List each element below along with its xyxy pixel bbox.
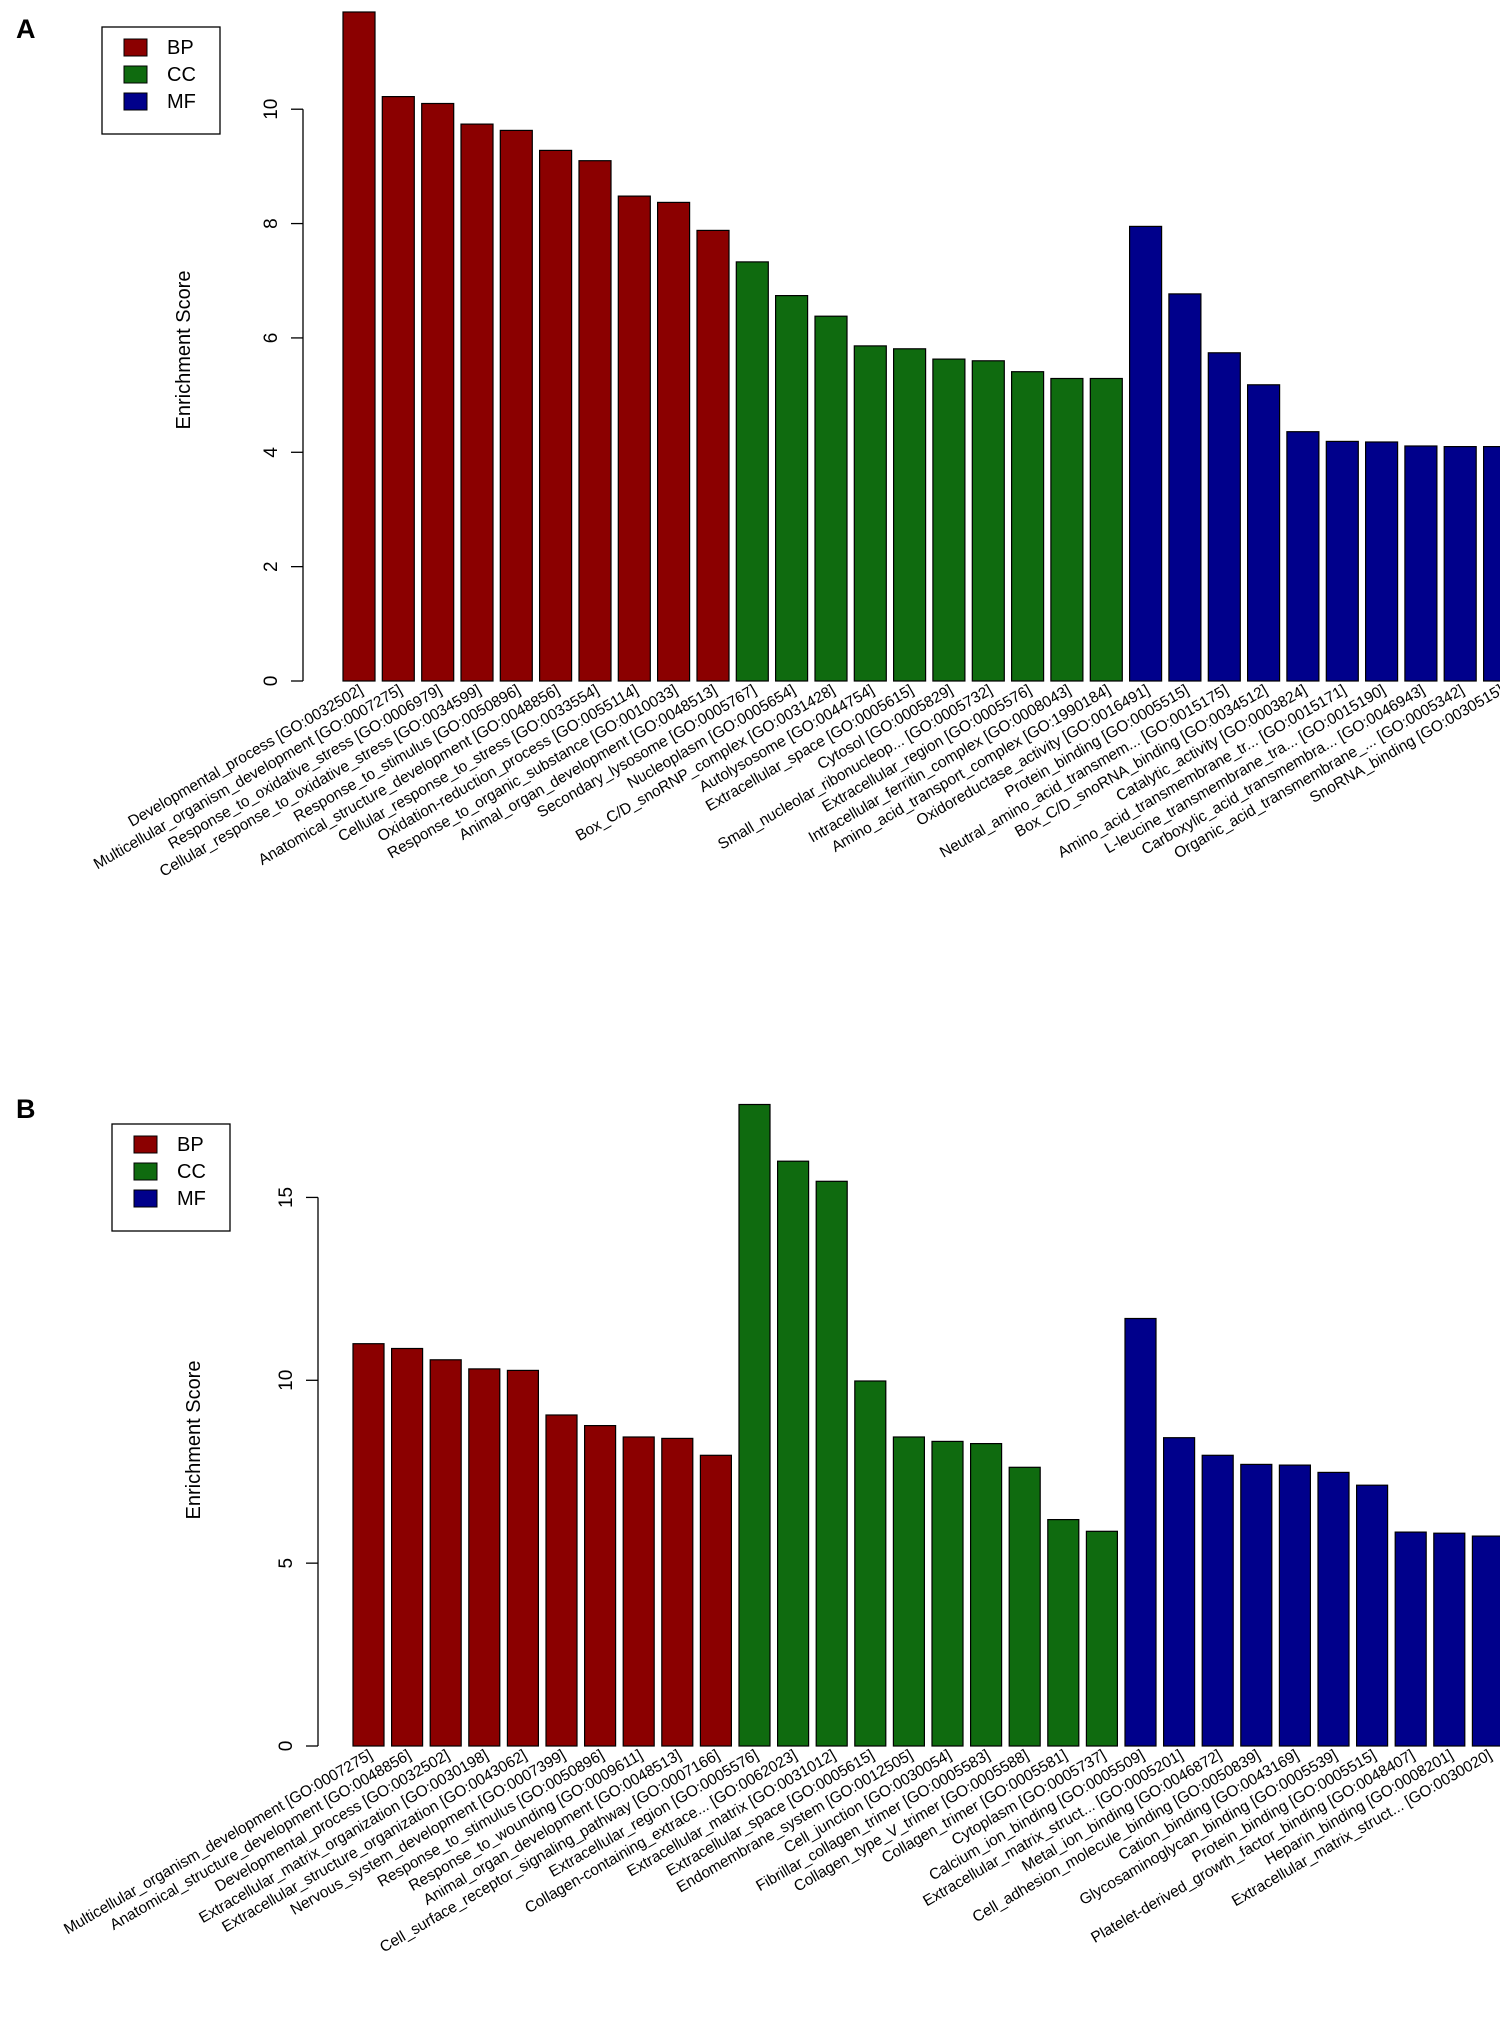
panel-a-bar-18: [1010, 371, 1045, 682]
panel-b-bar-27: [1355, 1484, 1389, 1747]
panel-b-bar-3: [429, 1359, 462, 1747]
panel-b-bar-13: [815, 1180, 848, 1747]
panel-b-bar-6: [545, 1414, 578, 1747]
panel-b-bar-7: [583, 1424, 617, 1747]
panel-b-bar-15: [892, 1436, 926, 1747]
panel-a-bar-22: [1168, 293, 1202, 682]
panel-b-legend-label-mf: MF: [177, 1188, 206, 1210]
panel-b-bar-8: [622, 1436, 655, 1747]
panel-b-bar-5: [506, 1369, 539, 1747]
panel-a-bar-23: [1207, 352, 1241, 682]
panel-a-y-axis-title: Enrichment Score: [173, 271, 195, 430]
panel-b-bar-29: [1433, 1532, 1466, 1747]
panel-b-bar-2: [391, 1347, 424, 1747]
panel-a-ytick-label-6: 10: [261, 99, 282, 120]
panel-a-legend-swatch-cc: [123, 65, 148, 84]
panel-a-bar-25: [1286, 431, 1320, 682]
panel-a-bar-13: [814, 315, 848, 682]
panel-a-label: A: [16, 14, 36, 44]
panel-b-bar-11: [738, 1103, 771, 1747]
panel-a-bar-1: [342, 11, 376, 682]
panel-a-bar-7: [578, 160, 612, 682]
panel-b-bar-14: [854, 1380, 887, 1747]
panel-a-bar-9: [656, 201, 691, 682]
panel-a-legend-box: [101, 26, 221, 135]
panel-a-bar-16: [932, 358, 966, 682]
panel-a-bar-29: [1443, 446, 1477, 682]
panel-b-bar-20: [1085, 1530, 1119, 1747]
panel-a-bar-24: [1246, 384, 1281, 682]
panel-b-legend-swatch-bp: [133, 1135, 158, 1154]
panel-b-bar-22: [1162, 1437, 1196, 1747]
panel-a-bar-5: [499, 129, 533, 682]
panel-b-bar-9: [661, 1437, 694, 1747]
panel-a-ytick-label-1: 0: [261, 676, 282, 687]
panel-b-bar-16: [931, 1440, 964, 1747]
panel-a-legend-swatch-bp: [123, 38, 148, 57]
panel-a-bar-3: [421, 102, 455, 682]
panel-a-bar-26: [1325, 440, 1359, 682]
panel-a-bar-20: [1089, 377, 1123, 682]
panel-a-ytick-label-4: 6: [261, 333, 282, 344]
panel-a-bar-4: [460, 123, 494, 682]
panel-a-bar-2: [381, 95, 415, 682]
panel-a-bar-12: [774, 295, 809, 682]
panel-a-ytick-label-5: 8: [261, 218, 282, 229]
panel-b-ytick-label-4: 15: [276, 1187, 297, 1208]
panel-a-ytick-label-2: 2: [261, 561, 282, 572]
panel-a-legend-label-bp: BP: [167, 37, 194, 59]
panel-b-bar-18: [1008, 1466, 1041, 1747]
panel-b-bar-28: [1394, 1531, 1427, 1747]
panel-b-bar-1: [352, 1343, 385, 1747]
panel-b-ytick-label-2: 5: [276, 1558, 297, 1569]
panel-b-bar-24: [1240, 1463, 1273, 1747]
panel-a-bar-30: [1482, 446, 1500, 682]
panel-a-bar-10: [696, 229, 730, 682]
panel-b-legend-swatch-mf: [133, 1189, 158, 1208]
panel-b-bar-26: [1317, 1471, 1350, 1747]
panel-b-bar-19: [1047, 1518, 1080, 1747]
panel-b-legend-box: [111, 1123, 231, 1232]
panel-b-ytick-label-1: 0: [276, 1741, 297, 1752]
panel-b-bar-10: [699, 1454, 733, 1747]
panel-a-legend-label-mf: MF: [167, 91, 196, 113]
panel-b-legend-swatch-cc: [133, 1162, 158, 1181]
panel-a-bar-27: [1364, 441, 1399, 682]
panel-b-y-axis-title: Enrichment Score: [183, 1361, 205, 1520]
panel-b-legend-label-cc: CC: [177, 1161, 206, 1183]
panel-b-bar-25: [1278, 1464, 1312, 1747]
panel-a-legend-swatch-mf: [123, 92, 148, 111]
panel-b-bar-17: [969, 1442, 1003, 1747]
panel-b-bar-12: [776, 1160, 810, 1747]
panel-a-bar-11: [735, 261, 769, 682]
panel-a-ytick-label-3: 4: [261, 447, 282, 458]
panel-a-bar-17: [971, 360, 1005, 682]
panel-a-bar-19: [1050, 377, 1084, 682]
panel-b-legend-label-bp: BP: [177, 1134, 204, 1156]
panel-a-bar-8: [617, 195, 651, 682]
panel-a-bar-28: [1404, 445, 1438, 682]
panel-b-bar-23: [1201, 1454, 1234, 1747]
panel-a-bar-14: [853, 345, 887, 682]
panel-b-bar-4: [468, 1368, 501, 1747]
panel-b-bar-30: [1471, 1535, 1500, 1747]
panel-b-label: B: [16, 1094, 36, 1124]
panel-b-ytick-label-3: 10: [276, 1370, 297, 1391]
panel-a-bar-21: [1128, 225, 1163, 682]
panel-b-bar-21: [1124, 1317, 1157, 1747]
panel-a-bar-6: [538, 149, 573, 682]
panel-a-legend-label-cc: CC: [167, 64, 196, 86]
panel-a-bar-15: [892, 348, 927, 682]
